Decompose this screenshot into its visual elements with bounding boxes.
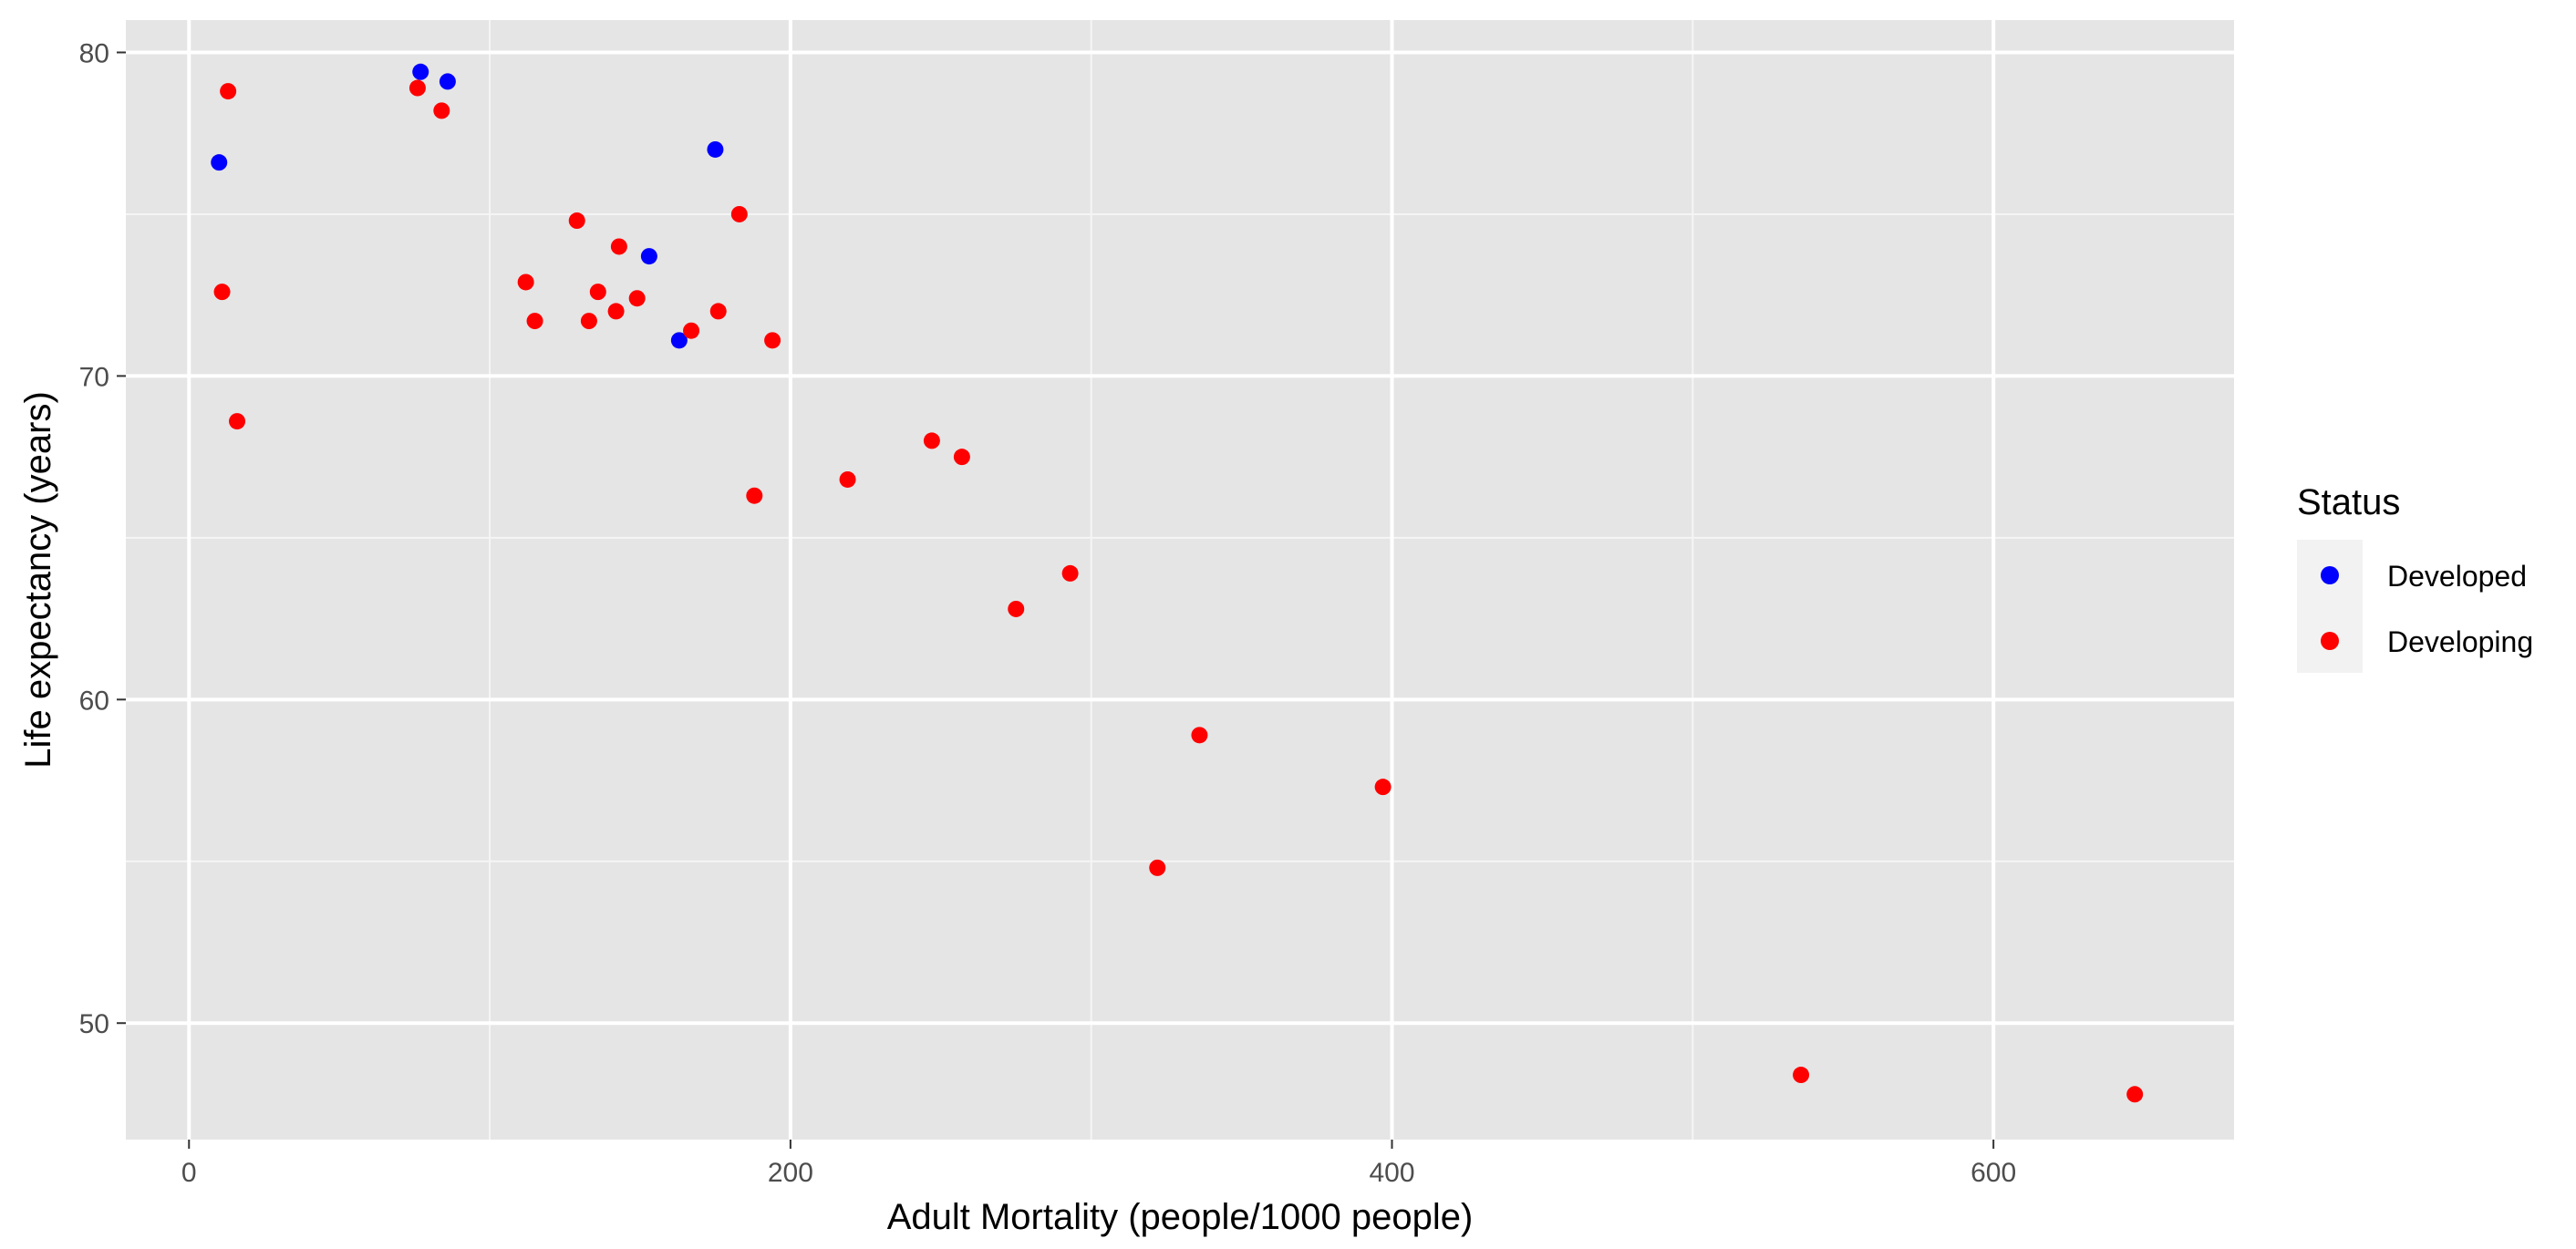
point-developing [409,79,426,97]
point-developing [628,290,646,307]
x-axis: 0 200 400 600 [181,1140,2016,1188]
point-developing [610,238,627,255]
point-developing [1149,859,1166,876]
point-developed [670,332,688,349]
y-tick-label: 60 [79,686,109,716]
point-developed [211,154,228,171]
point-developing [923,432,940,449]
point-developing [229,413,246,430]
major-gridlines [126,20,2234,1140]
y-tick-label: 80 [79,38,109,68]
y-axis: 50 60 70 80 [79,38,126,1039]
point-developing [746,487,763,504]
legend-title: Status [2297,482,2400,522]
point-developing [607,303,625,320]
legend-label-developed: Developed [2387,560,2527,593]
point-developing [1793,1067,1810,1084]
point-developing [1008,600,1025,617]
point-developing [1061,564,1079,582]
point-developed [640,248,657,265]
x-tick-label: 400 [1369,1158,1414,1188]
minor-gridlines [126,20,2234,1140]
legend: Status Developed Developing [2297,482,2533,673]
point-developing [2126,1086,2144,1103]
x-tick-label: 200 [768,1158,813,1188]
y-axis-title: Life expectancy (years) [18,391,58,769]
legend-key-developing [2321,632,2339,650]
point-developing [1374,779,1391,796]
x-tick-label: 0 [181,1158,197,1188]
point-developed [707,140,724,158]
point-developing [517,274,534,291]
x-axis-title: Adult Mortality (people/1000 people) [887,1197,1474,1237]
point-developing [953,449,970,466]
point-developing [589,284,606,301]
legend-key-background [2297,540,2363,673]
plot-panel [126,20,2234,1140]
point-developing [709,303,727,320]
point-developed [412,63,429,80]
y-tick-label: 70 [79,362,109,392]
point-developing [568,212,585,230]
legend-label-developing: Developing [2387,625,2533,658]
point-developing [1191,727,1208,744]
data-points [211,63,2144,1103]
point-developing [580,313,597,330]
x-tick-label: 600 [1971,1158,2016,1188]
point-developing [433,102,450,119]
point-developing [764,332,781,349]
point-developed [439,73,456,90]
point-developing [220,83,237,100]
point-developing [213,284,231,301]
point-developing [526,313,543,330]
point-developing [683,322,700,339]
point-developing [730,205,748,222]
legend-key-developed [2321,566,2339,584]
y-tick-label: 50 [79,1009,109,1039]
point-developing [839,470,856,488]
